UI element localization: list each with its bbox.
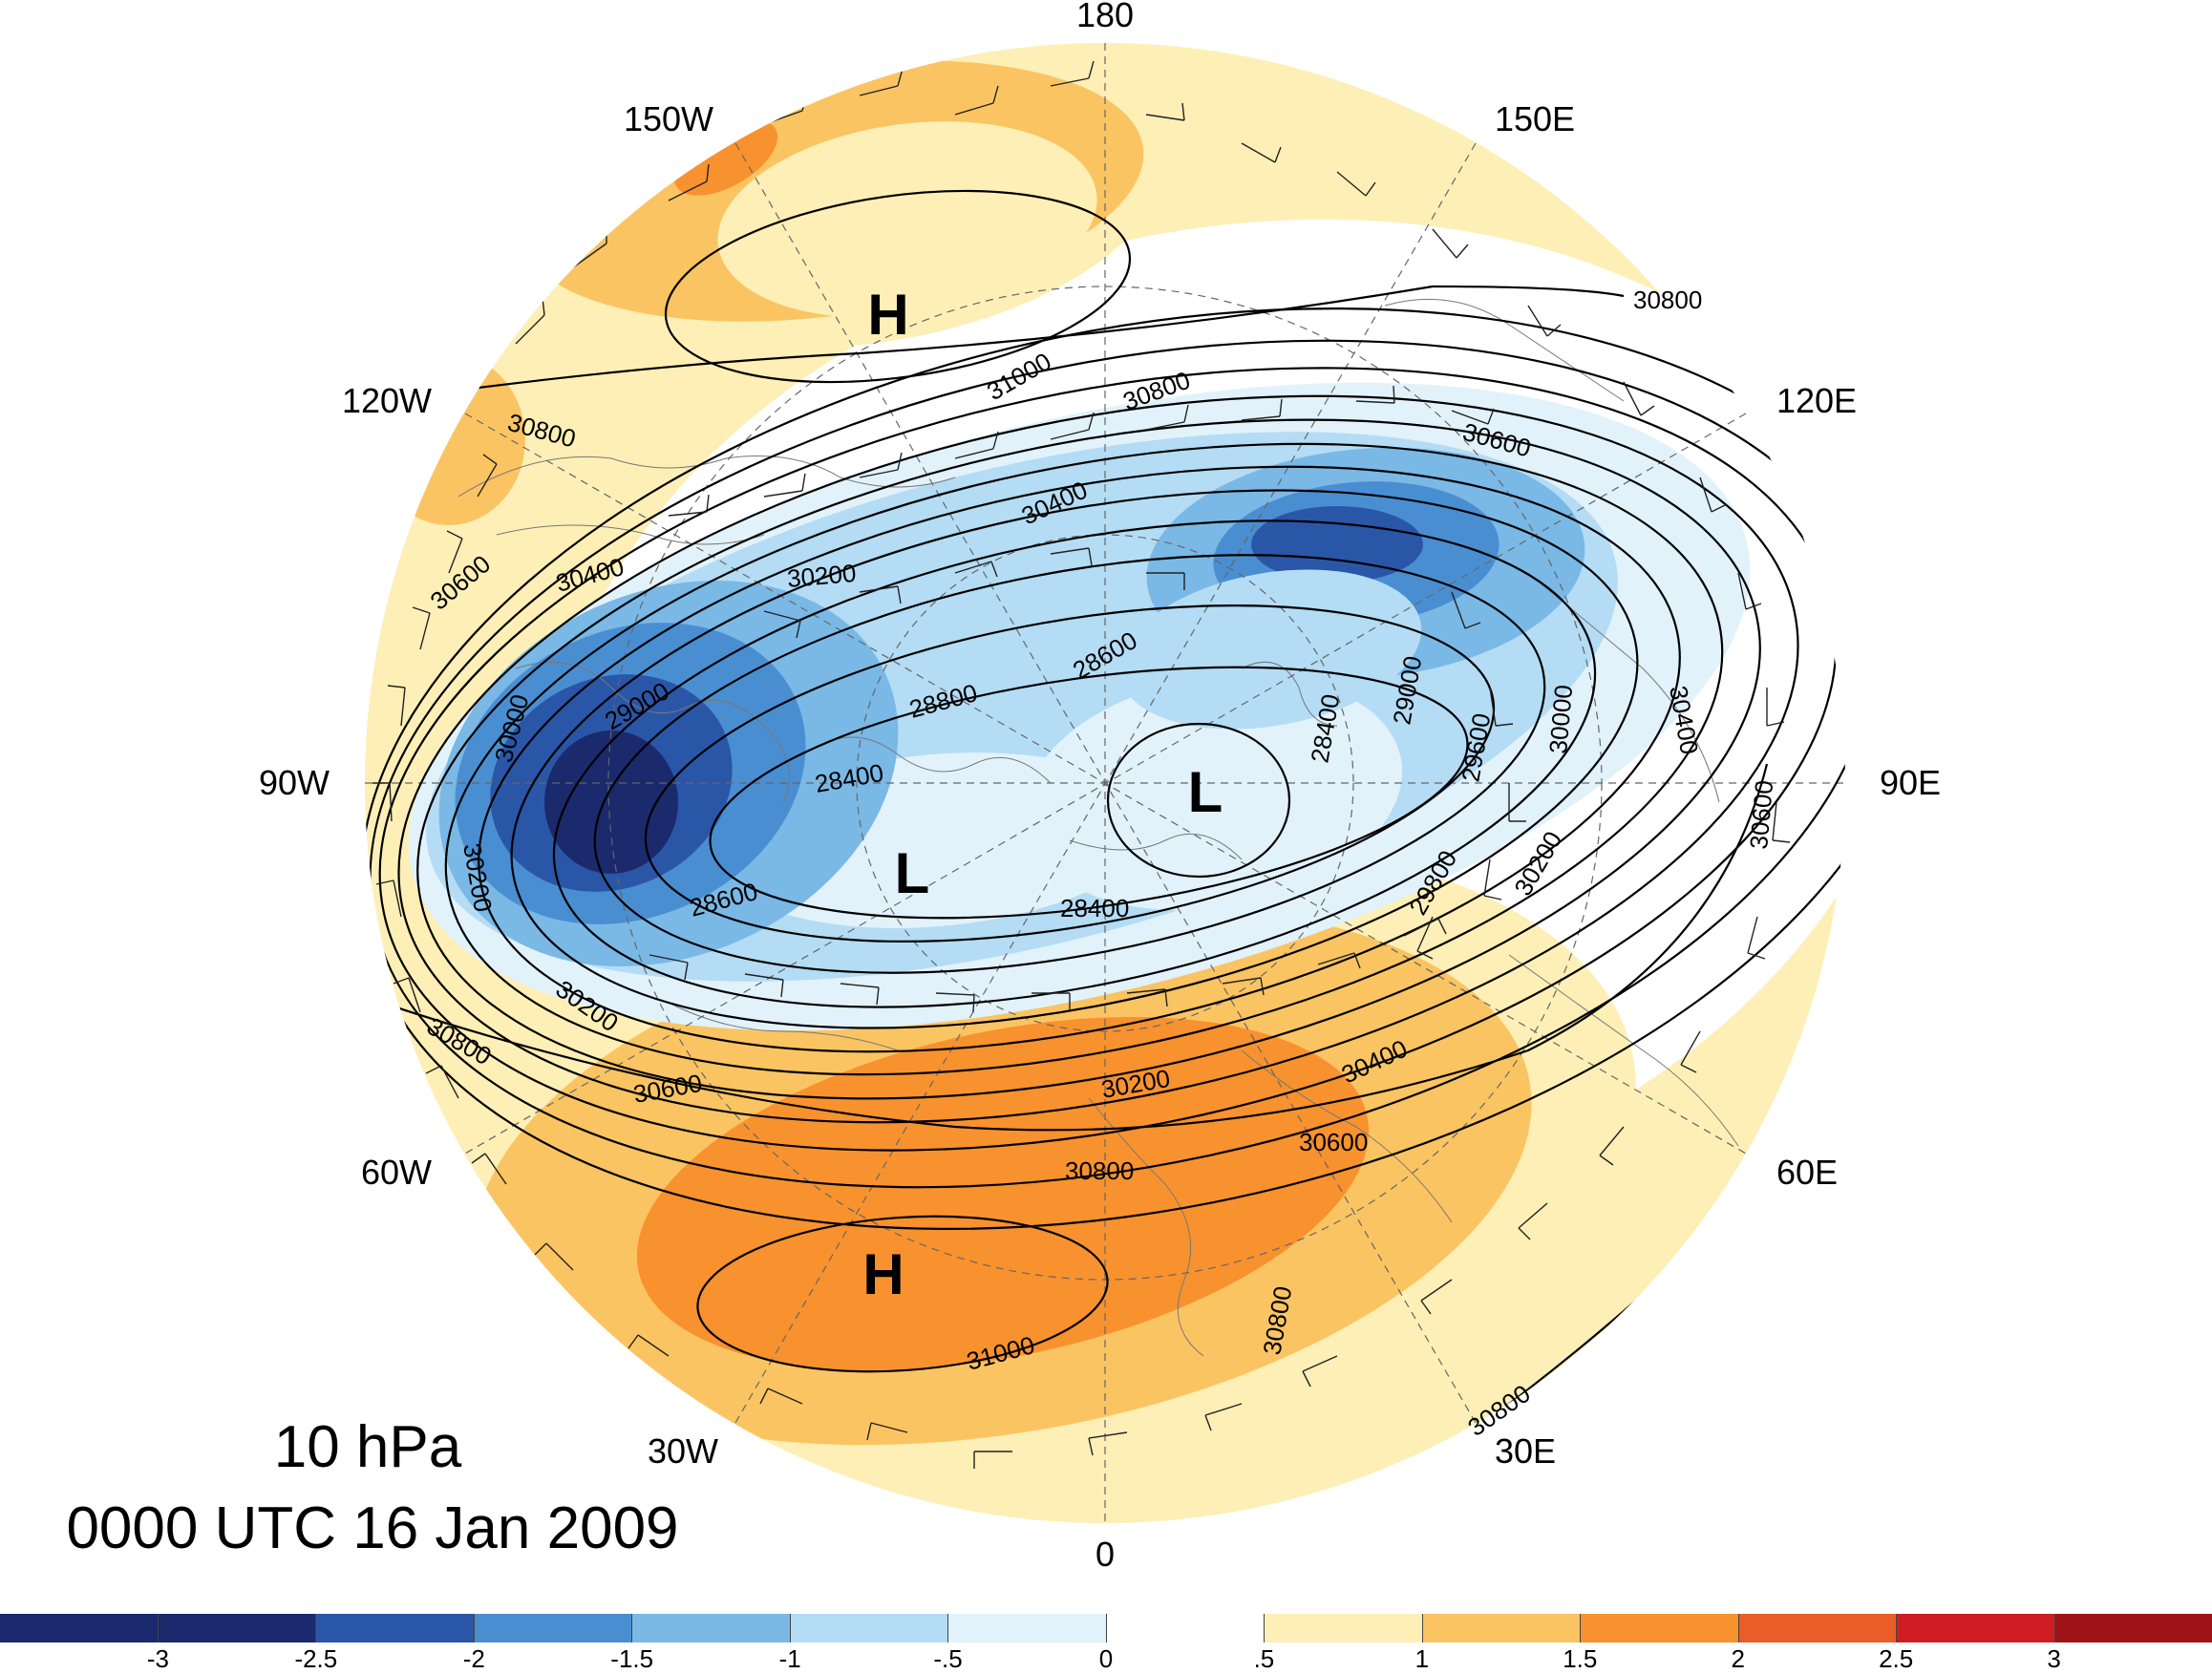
- lon-label-120w: 120W: [342, 381, 432, 420]
- colorbar-tick-label: 1.5: [1563, 1644, 1598, 1673]
- parallel-65n: [856, 534, 1354, 1032]
- colorbar-tick-label: 1: [1414, 1644, 1430, 1673]
- shade-pos-upper-4: [673, 119, 778, 196]
- contour-29000: [552, 519, 1597, 1008]
- colorbar-tick-label: .5: [1253, 1644, 1275, 1673]
- colorbar-segment: [632, 1614, 791, 1642]
- lon-label-90w: 90W: [259, 763, 330, 802]
- pressure-level-title: 10 hPa: [273, 1414, 462, 1480]
- colorbar-tick-label: -1.5: [610, 1644, 654, 1673]
- contour-label: 30800: [1633, 286, 1702, 314]
- contour-29400: [478, 465, 1681, 1053]
- contour-31000-lower: [696, 1215, 1109, 1373]
- polar-stereographic-map: H H L L 30800 31000 30800 30600 30800 30…: [259, 0, 1941, 1574]
- lon-label-120e: 120E: [1776, 381, 1857, 420]
- colorbar-segment: [1897, 1614, 2055, 1642]
- lon-label-150e: 150E: [1495, 99, 1575, 138]
- colorbar-tick-label: -2: [462, 1644, 485, 1673]
- colorbar-tick-label: 3: [2047, 1644, 2061, 1673]
- colorbar-segment: [1265, 1614, 1423, 1642]
- contour-28600: [644, 604, 1496, 943]
- colorbar-segment: [1422, 1614, 1581, 1642]
- colorbar-segment: [948, 1614, 1107, 1642]
- colorbar-segment: [2054, 1614, 2212, 1642]
- colorbar-tick-label: 2.5: [1879, 1644, 1914, 1673]
- lon-label-0: 0: [1095, 1535, 1115, 1574]
- coastlines: [457, 298, 1739, 1357]
- longitude-labels: 180 150W 150E 120W 120E 90W 90E 60W 60E …: [259, 0, 1941, 1574]
- high-center-label: H: [862, 1242, 904, 1306]
- lon-label-30e: 30E: [1495, 1431, 1556, 1471]
- contour-label: 28400: [1060, 894, 1129, 922]
- contour-28400: [709, 666, 1469, 920]
- height-contours: [365, 189, 1845, 1433]
- colorbar-segment: [1581, 1614, 1739, 1642]
- contour-30800-upper: [448, 285, 1625, 393]
- contour-label: 30600: [1299, 1128, 1368, 1156]
- contour-29200: [510, 489, 1639, 1029]
- wind-barbs: [372, 60, 1791, 1469]
- lon-label-30w: 30W: [648, 1431, 718, 1471]
- colorbar-segment: [0, 1614, 159, 1642]
- contour-label: 30000: [1543, 684, 1578, 755]
- lon-label-60e: 60E: [1776, 1153, 1838, 1192]
- contour-29600: [444, 442, 1724, 1076]
- contour-30000: [397, 394, 1799, 1124]
- contour-28400-right: [1106, 722, 1291, 879]
- colorbar-tick-label: -1: [778, 1644, 801, 1673]
- lon-label-60w: 60W: [361, 1153, 432, 1192]
- colorbar-tick-label: -3: [146, 1644, 169, 1673]
- contour-label: 30200: [786, 559, 858, 593]
- low-center-label: L: [895, 841, 930, 905]
- contour-29800: [416, 418, 1761, 1100]
- shade-pos-left: [372, 353, 525, 525]
- colorbar-segment: [790, 1614, 948, 1642]
- colorbar-segment: [1106, 1614, 1265, 1642]
- contour-28800: [593, 554, 1546, 974]
- lon-label-150w: 150W: [624, 99, 713, 138]
- parallel-40n: [607, 286, 1603, 1281]
- colorbar-tick-label: 2: [1731, 1644, 1745, 1673]
- graticule: [365, 43, 1845, 1523]
- colorbar-tick-label: -.5: [933, 1644, 963, 1673]
- colorbar-tick-label: 0: [1098, 1644, 1114, 1673]
- contour-30800-lower: [381, 763, 1769, 1132]
- lon-label-180: 180: [1076, 0, 1134, 34]
- colorbar-segment: [158, 1614, 316, 1642]
- contour-label: 30600: [1744, 779, 1778, 851]
- high-center-label: H: [867, 283, 908, 347]
- colorbar: [0, 1614, 2212, 1642]
- shade-pos-upper-3: [717, 121, 1097, 318]
- meridian-120e-60w: [464, 413, 1747, 1155]
- valid-time-title: 0000 UTC 16 Jan 2009: [66, 1495, 679, 1561]
- contour-label: 30800: [1065, 1156, 1134, 1185]
- low-center-label: L: [1188, 760, 1223, 824]
- lon-label-90e: 90E: [1880, 763, 1941, 802]
- shade-pos-lower-3: [636, 1016, 1370, 1371]
- colorbar-segment: [1738, 1614, 1897, 1642]
- colorbar-segment: [474, 1614, 632, 1642]
- colorbar-segment: [316, 1614, 475, 1642]
- colorbar-tick-label: -2.5: [294, 1644, 338, 1673]
- colorbar-labels: -3 -2.5 -2 -1.5 -1 -.5 0 .5 1 1.5 2 2.5 3: [0, 1644, 2212, 1673]
